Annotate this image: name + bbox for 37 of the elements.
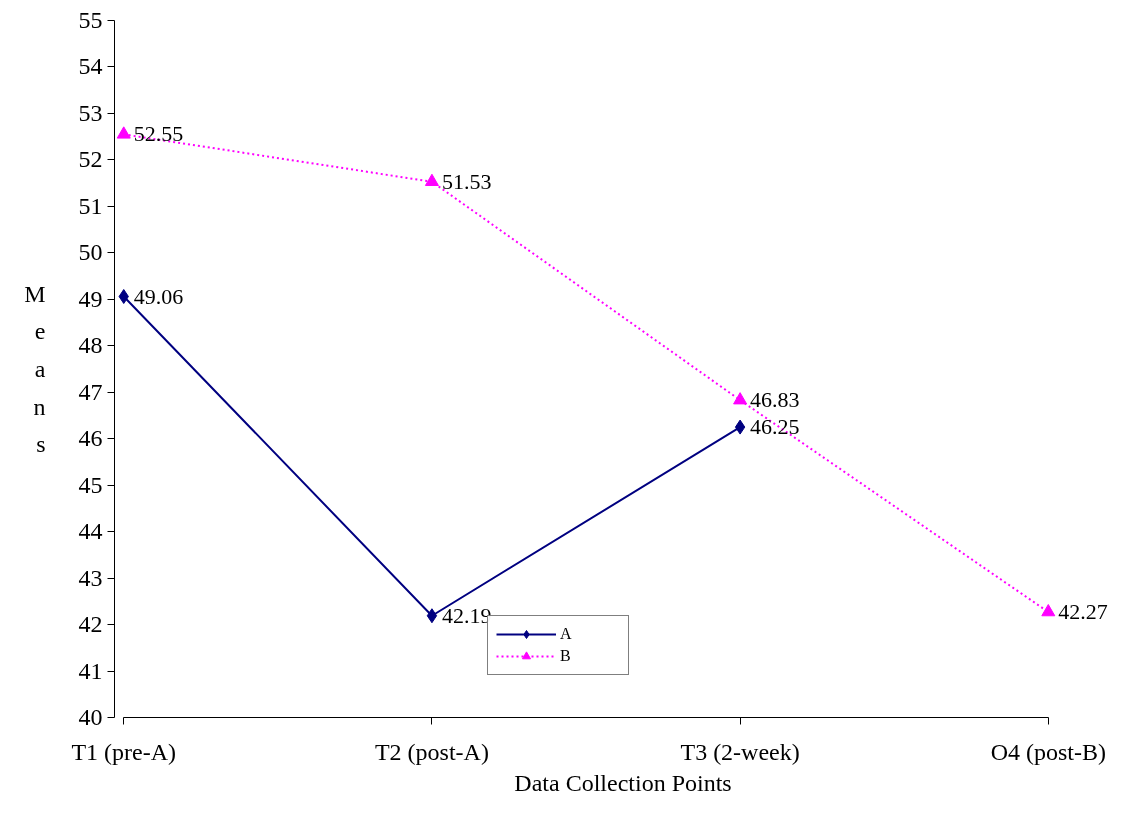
y-tick-label: 42	[78, 611, 103, 638]
x-tick-label: T1 (pre-A)	[71, 738, 177, 765]
y-tick-label: 45	[78, 471, 103, 498]
y-tick-label: 41	[78, 657, 103, 684]
y-tick-label: 49	[78, 285, 103, 312]
y-tick-label: 47	[78, 378, 103, 405]
point	[734, 419, 746, 435]
y-tick-label: 43	[78, 564, 103, 591]
legend-label: A	[560, 625, 573, 643]
x-tick-label: T2 (post-A)	[374, 738, 489, 765]
data-label: 51.53	[441, 168, 492, 194]
point	[1041, 604, 1056, 617]
y-tick-label: 44	[78, 518, 103, 545]
y-tick-label: 52	[78, 146, 103, 173]
x-tick-label: O4 (post-B)	[990, 738, 1106, 765]
legend-label: B	[560, 647, 572, 665]
point	[424, 173, 439, 186]
data-label: 46.25	[750, 414, 800, 440]
x-tick-label: T3 (2-week)	[680, 738, 800, 765]
y-tick-label: 40	[78, 704, 103, 730]
point	[116, 126, 131, 139]
y-tick-label: 46	[78, 425, 103, 452]
y-axis-title: Means	[24, 280, 46, 458]
y-tick-label: 48	[78, 332, 103, 359]
y-tick-label: 55	[78, 7, 103, 33]
data-label: 46.83	[750, 387, 800, 413]
point	[733, 392, 748, 405]
x-axis-title: Data Collection Points	[514, 769, 732, 796]
data-label: 52.55	[133, 121, 184, 147]
point	[426, 608, 438, 624]
y-tick-label: 54	[78, 53, 103, 80]
y-tick-label: 50	[78, 239, 103, 266]
y-tick-label: 51	[78, 192, 103, 219]
data-label: 49.06	[133, 283, 184, 309]
data-label: 42.19	[441, 602, 492, 628]
y-tick-label: 53	[78, 99, 103, 126]
data-label: 42.27	[1058, 599, 1108, 625]
